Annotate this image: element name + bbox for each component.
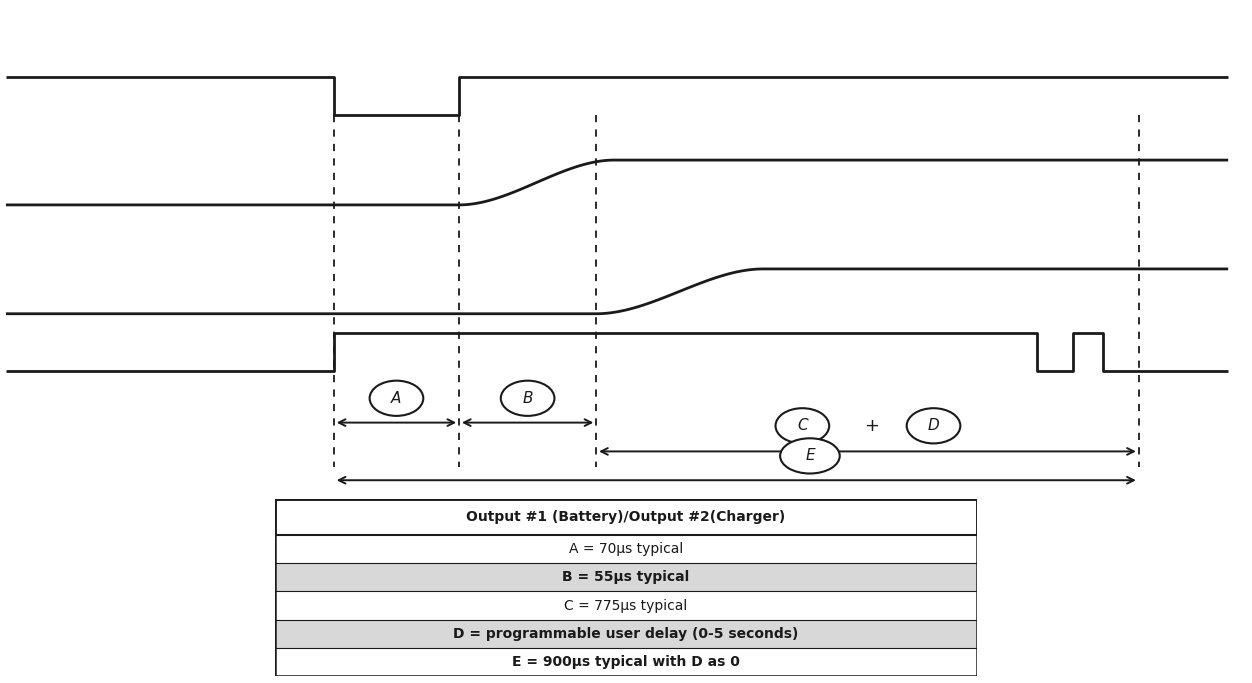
Ellipse shape — [906, 408, 960, 443]
Bar — [275, 563, 977, 591]
Ellipse shape — [369, 380, 423, 416]
Text: C = 775μs typical: C = 775μs typical — [565, 598, 687, 613]
Text: C: C — [798, 418, 808, 433]
Text: Output #1 (Battery)/Output #2(Charger): Output #1 (Battery)/Output #2(Charger) — [467, 510, 785, 524]
Text: E: E — [805, 449, 815, 463]
Ellipse shape — [780, 438, 840, 473]
Bar — [275, 535, 977, 563]
Text: E = 900μs typical with D as 0: E = 900μs typical with D as 0 — [512, 655, 740, 669]
Bar — [275, 619, 977, 648]
Text: A: A — [392, 391, 402, 406]
Bar — [275, 648, 977, 676]
Ellipse shape — [501, 380, 555, 416]
Bar — [275, 591, 977, 619]
Text: D: D — [928, 418, 939, 433]
Ellipse shape — [775, 408, 829, 443]
Text: A = 70μs typical: A = 70μs typical — [568, 542, 684, 556]
Text: B = 55μs typical: B = 55μs typical — [562, 570, 690, 585]
Text: D = programmable user delay (0-5 seconds): D = programmable user delay (0-5 seconds… — [453, 627, 799, 641]
Text: +: + — [864, 417, 879, 435]
Text: B: B — [522, 391, 533, 406]
